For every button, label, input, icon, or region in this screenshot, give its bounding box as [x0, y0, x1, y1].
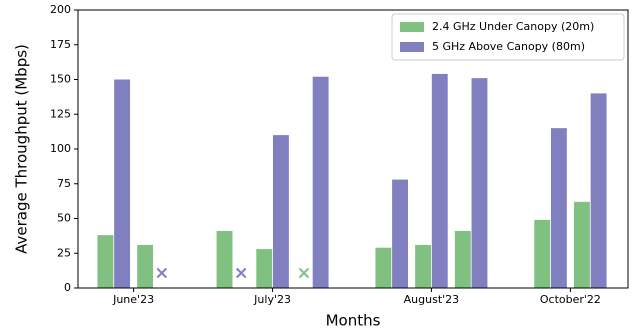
x-tick-label: July'23 [253, 293, 291, 306]
bar [471, 78, 488, 288]
bar [114, 79, 131, 288]
missing-marker [156, 267, 167, 279]
y-tick-label: 0 [64, 281, 71, 294]
y-tick-label: 100 [50, 142, 71, 155]
bar [415, 244, 432, 288]
bar [431, 73, 448, 288]
legend-box [391, 13, 625, 61]
bar [573, 201, 590, 288]
legend-label: 5 GHz Above Canopy (80m) [432, 40, 585, 53]
bar [137, 244, 154, 288]
y-tick-label: 200 [50, 3, 71, 16]
bar [454, 231, 471, 288]
plot-frame [77, 9, 629, 289]
missing-marker [298, 267, 310, 279]
bar [392, 179, 408, 288]
bar [272, 135, 289, 288]
x-tick-label: June'23 [112, 293, 154, 306]
missing-marker [236, 267, 247, 279]
legend-label: 2.4 GHz Under Canopy (20m) [432, 20, 594, 33]
y-tick-label: 25 [57, 246, 71, 259]
legend: 2.4 GHz Under Canopy (20m) 5 GHz Above Ca… [391, 13, 625, 61]
y-tick-label: 150 [50, 73, 71, 86]
bar [312, 76, 329, 288]
y-tick-label: 125 [50, 107, 71, 120]
y-tick-label: 50 [57, 212, 71, 225]
bar [534, 219, 551, 288]
bar [590, 93, 607, 289]
legend-swatch [400, 22, 424, 32]
bar [375, 247, 392, 288]
bar [97, 235, 114, 288]
y-axis-label: Average Throughput (Mbps) [13, 44, 31, 254]
legend-swatch [400, 42, 424, 52]
x-tick-label: October'22 [540, 293, 601, 306]
bar [216, 231, 233, 288]
x-axis-label: Months [326, 312, 381, 330]
bar [256, 249, 273, 288]
bar [550, 128, 567, 288]
x-tick-label: August'23 [404, 293, 460, 306]
y-tick-label: 175 [50, 38, 71, 51]
y-tick-label: 75 [57, 177, 71, 190]
